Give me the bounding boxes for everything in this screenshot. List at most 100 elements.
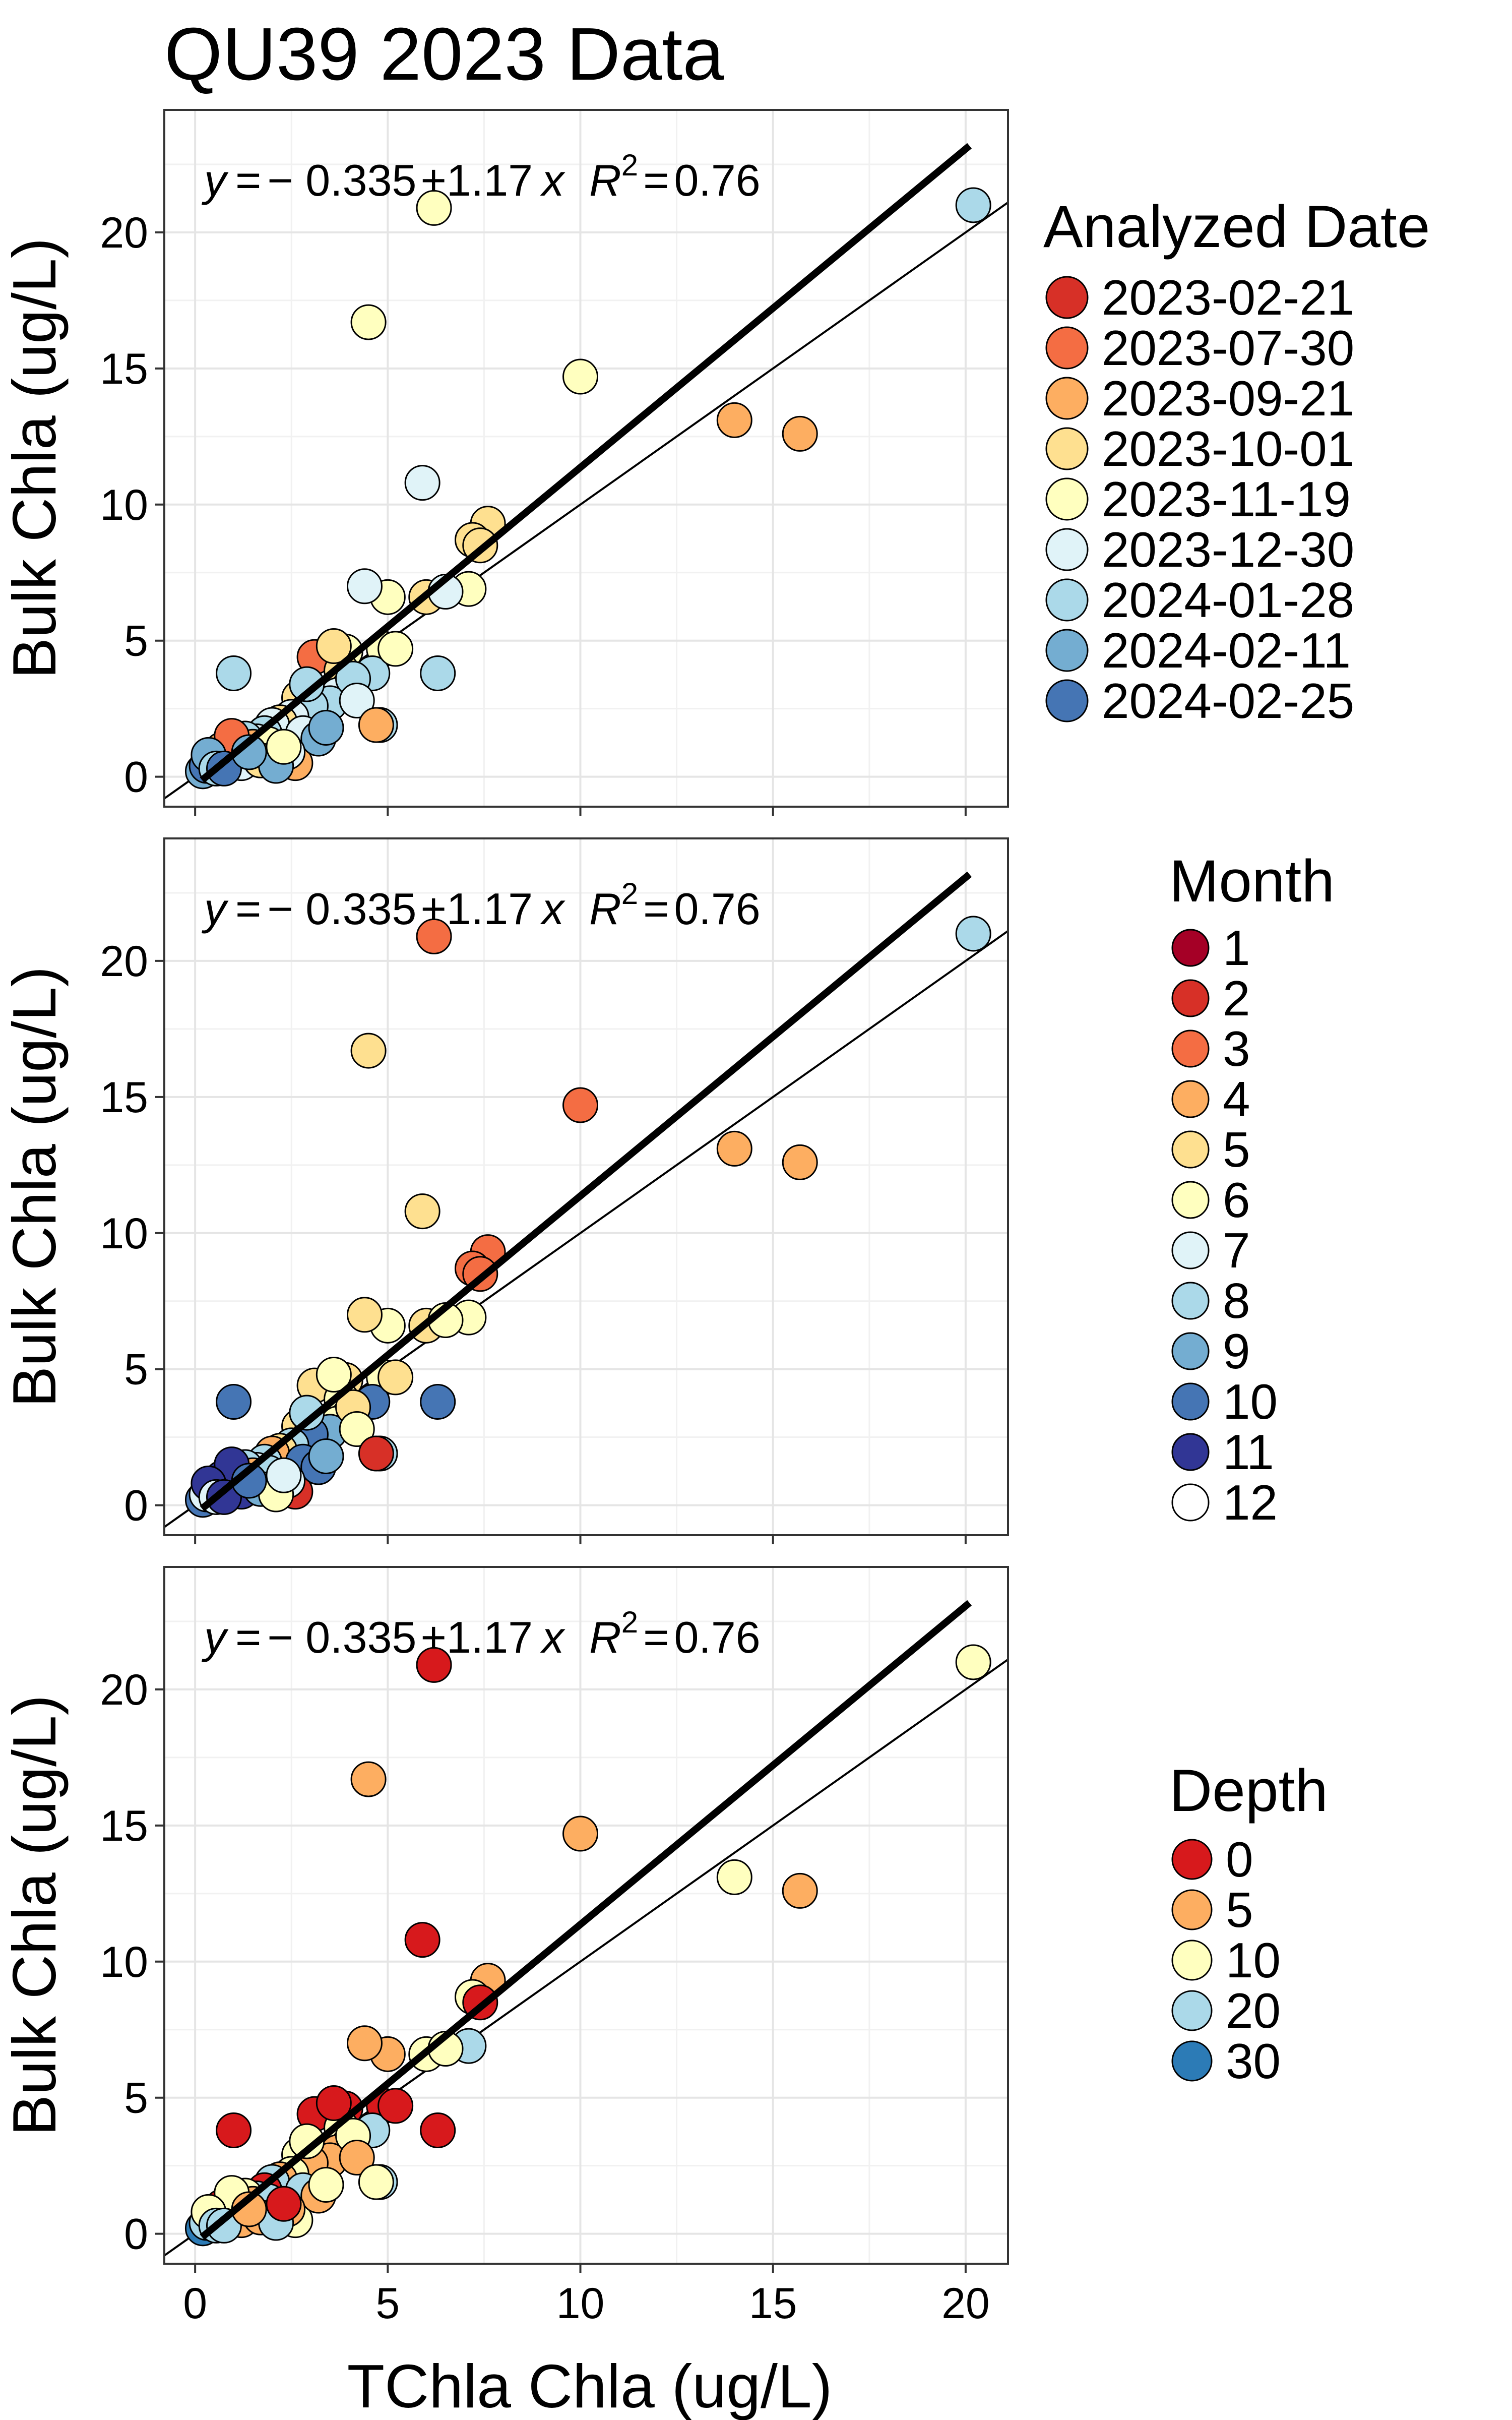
legend-swatch: [1171, 979, 1210, 1017]
data-point: [339, 2139, 375, 2175]
equation-part: 1.17: [447, 155, 533, 205]
chart-title: QU39 2023 Data: [164, 13, 724, 96]
legend-swatch: [1171, 929, 1210, 967]
legend-swatch: [1171, 1181, 1210, 1219]
legend-swatch: [1045, 377, 1089, 420]
legend-swatch: [1045, 578, 1089, 622]
equation-part: 2: [621, 148, 638, 182]
x-tick-label: 20: [941, 2279, 990, 2328]
equation-part: 2: [621, 877, 638, 911]
legend-title: Month: [1169, 848, 1335, 915]
legend-swatch: [1045, 679, 1089, 722]
legend-swatch: [1171, 1990, 1213, 2031]
legend-swatch: [1045, 629, 1089, 672]
equation-part: =: [643, 155, 669, 205]
equation-part: x: [540, 1612, 565, 1662]
legend-label: 2023-11-19: [1102, 471, 1351, 527]
data-point: [416, 190, 452, 226]
data-point: [266, 2186, 302, 2222]
data-point: [346, 568, 383, 604]
legend-label: 2024-02-11: [1102, 623, 1351, 678]
legend-swatch: [1045, 276, 1089, 319]
legend-label: 4: [1223, 1071, 1250, 1127]
legend-swatch: [1045, 326, 1089, 370]
data-point: [346, 1297, 383, 1333]
x-tick-label: 0: [183, 2279, 207, 2328]
equation-part: x: [540, 884, 565, 934]
equation-part: +: [420, 1612, 446, 1662]
legend-swatch: [1171, 1080, 1210, 1118]
legend-swatch: [1045, 427, 1089, 470]
equation-part: R: [589, 884, 621, 934]
data-point: [339, 1411, 375, 1447]
data-point: [216, 1383, 252, 1420]
equation-part: y: [202, 155, 229, 205]
data-point: [350, 1033, 387, 1069]
data-point: [289, 1395, 325, 1431]
equation-part: =: [235, 884, 261, 934]
data-point: [316, 1356, 352, 1393]
regression-line: [200, 871, 972, 1511]
data-point: [955, 916, 991, 952]
equation-part: 0.76: [674, 155, 760, 205]
legend-swatch: [1171, 1382, 1210, 1421]
legend-swatch: [1171, 1332, 1210, 1370]
data-point: [206, 2207, 242, 2244]
equation-part: x: [540, 155, 565, 205]
legend-label: 6: [1223, 1172, 1250, 1228]
legend-label: 10: [1223, 1374, 1278, 1429]
data-point: [562, 1087, 599, 1123]
legend-label: 2023-02-21: [1102, 270, 1354, 325]
equation-part: =: [235, 1612, 261, 1662]
y-axis-title: Bulk Chla (ug/L): [0, 966, 69, 1408]
y-axis-title: Bulk Chla (ug/L): [0, 1695, 69, 2136]
y-tick-label: 0: [124, 1482, 148, 1530]
x-tick-label: 5: [375, 2279, 400, 2328]
legend-label: 7: [1223, 1223, 1250, 1278]
data-point: [404, 1193, 440, 1230]
data-point: [716, 1130, 752, 1167]
x-tick-label: 15: [749, 2279, 797, 2328]
data-point: [266, 1457, 302, 1493]
y-tick-label: 20: [100, 937, 148, 986]
legend-label: 11: [1223, 1424, 1274, 1480]
y-tick-label: 15: [100, 1802, 148, 1850]
data-point: [416, 1647, 452, 1683]
legend-swatch: [1171, 1130, 1210, 1169]
data-point: [782, 1144, 818, 1180]
data-point: [216, 2112, 252, 2148]
legend-label: 2023-07-30: [1102, 320, 1354, 376]
y-tick-label: 5: [124, 2074, 148, 2123]
legend-label: 5: [1226, 1882, 1253, 1938]
data-point: [377, 2088, 414, 2124]
legend-label: 3: [1223, 1021, 1250, 1076]
data-point: [562, 358, 599, 395]
y-tick-label: 0: [124, 753, 148, 802]
legend-swatch: [1171, 1231, 1210, 1269]
legend-label: 8: [1223, 1273, 1250, 1328]
data-point: [289, 666, 325, 702]
regression-equation: y = − 0.335+1.17 x R2 = 0.76: [202, 877, 761, 934]
data-point: [308, 2166, 344, 2203]
legend-title: Depth: [1169, 1758, 1328, 1824]
data-point: [206, 750, 242, 786]
legend-label: 1: [1223, 920, 1250, 976]
data-point: [316, 628, 352, 664]
y-tick-label: 10: [100, 1938, 148, 1986]
legend-swatch: [1171, 1282, 1210, 1320]
legend-label: 2024-02-25: [1102, 673, 1354, 729]
equation-part: 1.17: [447, 884, 533, 934]
equation-part: R: [589, 1612, 621, 1662]
legend-label: 2023-12-30: [1102, 522, 1354, 577]
plot-area: [164, 838, 1008, 1535]
equation-part: y: [202, 1612, 229, 1662]
data-point: [420, 655, 456, 691]
x-axis-title: TChla Chla (ug/L): [347, 2352, 833, 2420]
legend-swatch: [1045, 477, 1089, 521]
plot-area: [164, 110, 1008, 807]
data-point: [206, 1479, 242, 1515]
plot-area: [164, 1567, 1008, 2264]
legend-swatch: [1171, 1839, 1213, 1880]
